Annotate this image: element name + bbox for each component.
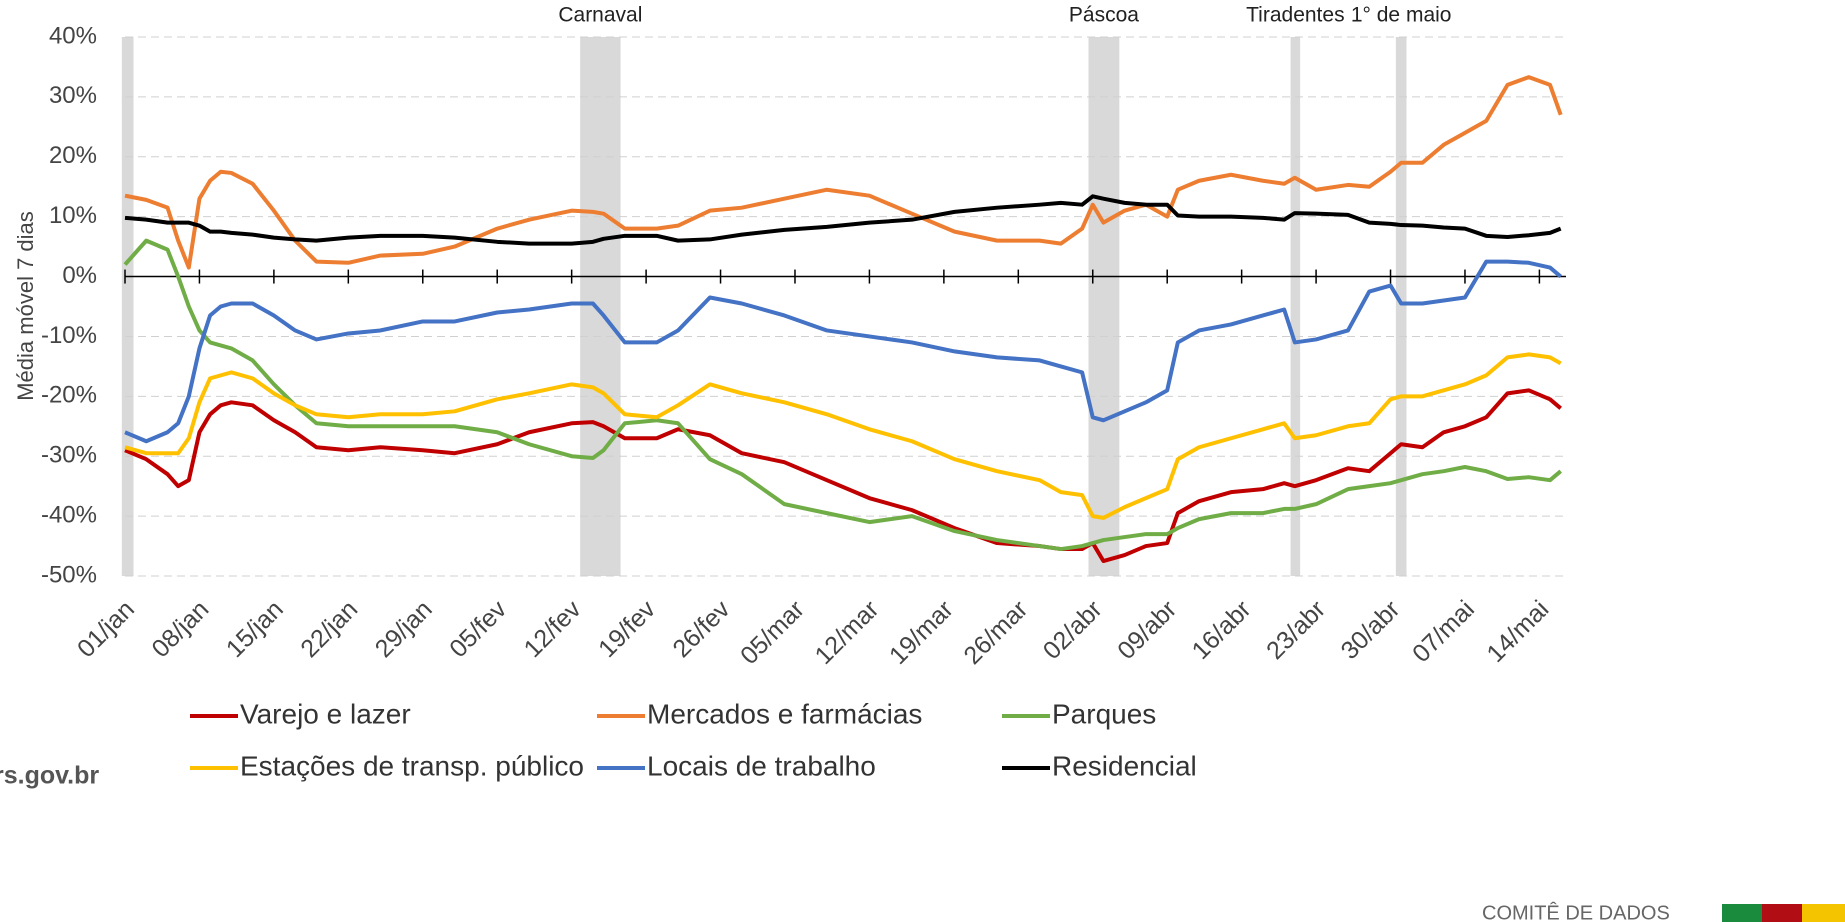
y-axis-label: Média móvel 7 dias [13,211,38,401]
y-tick-label: -50% [41,561,97,588]
legend-label: Locais de trabalho [647,750,876,781]
series-line [124,259,1562,444]
x-tick-label: 29/jan [370,595,438,663]
legend-label: Parques [1052,698,1156,729]
x-tick-label: 26/fev [667,595,735,663]
legend-label: Varejo e lazer [240,698,411,729]
y-tick-label: -30% [41,442,97,469]
y-tick-label: 30% [49,82,97,109]
committee-label: COMITÊ DE DADOS [1482,901,1670,922]
x-tick-label: 12/fev [519,595,587,663]
site-label: rs.gov.br [0,762,99,790]
series-line [124,194,1562,246]
period-label: Páscoa [1069,4,1139,27]
x-tick-label: 12/mar [810,595,885,670]
legend-label: Mercados e farmácias [647,698,922,729]
logo-block [1802,904,1845,922]
x-tick-label: 07/mai [1407,595,1480,668]
logo-block [1722,904,1762,922]
x-tick-label: 09/abr [1112,595,1182,665]
shaded-period [1088,37,1120,576]
shaded-period [1290,37,1301,576]
y-tick-label: -20% [41,382,97,409]
y-tick-label: 20% [49,142,97,169]
series-line [124,388,1562,564]
x-tick-label: 19/fev [593,595,661,663]
x-tick-label: 14/mai [1481,595,1554,668]
period-label: Carnaval [558,4,642,27]
shaded-period [1395,37,1407,576]
legend-label: Residencial [1052,750,1197,781]
y-tick-label: 0% [62,262,97,289]
x-tick-label: 05/mar [735,595,810,670]
y-tick-label: 10% [49,202,97,229]
x-tick-label: 08/jan [146,595,214,663]
legend-label: Estações de transp. público [240,750,584,781]
y-tick-label: -10% [41,322,97,349]
period-label: 1° de maio [1351,4,1452,27]
shaded-period [121,37,134,576]
series-line [124,352,1562,520]
x-tick-label: 22/jan [295,595,363,663]
period-label: Tiradentes [1246,4,1344,27]
series-line [124,75,1563,270]
logo-block [1762,904,1802,922]
y-tick-label: 40% [49,22,97,49]
x-tick-label: 26/mar [958,595,1033,670]
x-tick-label: 02/abr [1038,595,1108,665]
x-tick-label: 19/mar [884,595,959,670]
x-tick-label: 15/jan [221,595,289,663]
y-tick-label: -40% [41,501,97,528]
x-tick-label: 01/jan [72,595,140,663]
series-line [123,238,1562,552]
shaded-period [580,37,621,576]
x-tick-label: 05/fev [444,595,512,663]
x-tick-label: 30/abr [1336,595,1406,665]
x-tick-label: 16/abr [1187,595,1257,665]
x-tick-label: 23/abr [1261,595,1331,665]
